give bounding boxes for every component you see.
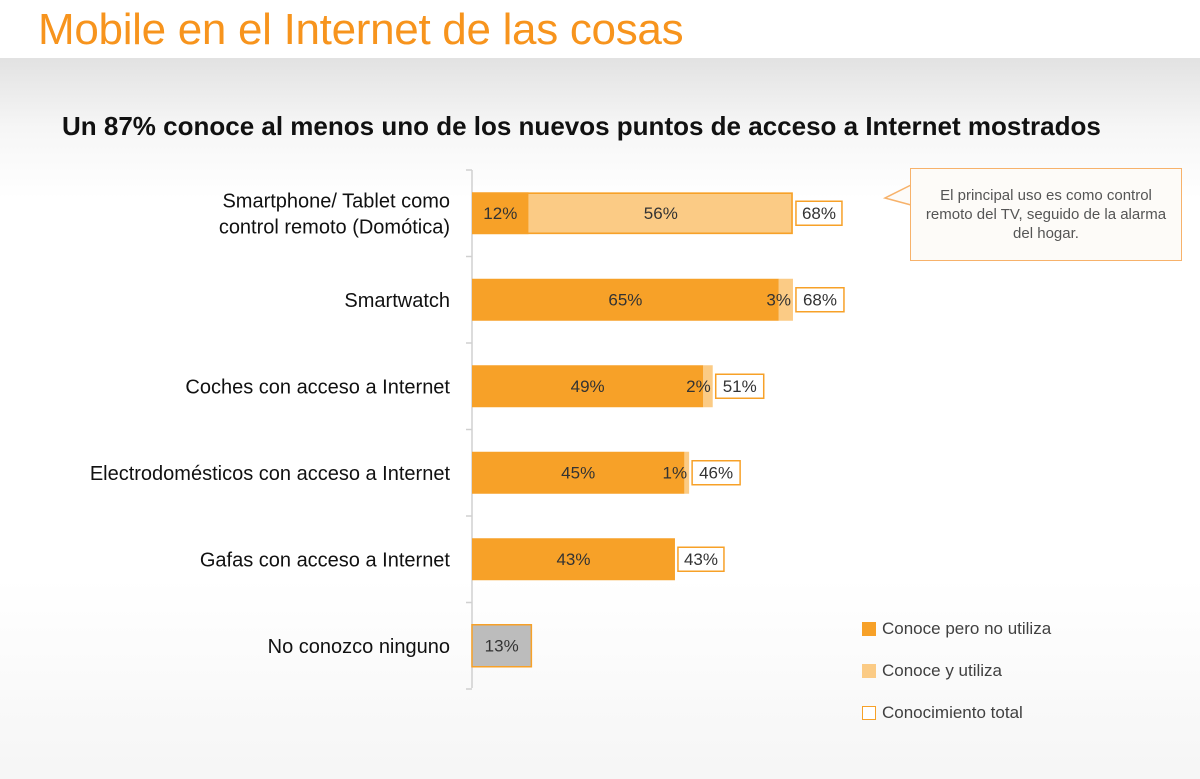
- bar-value-label: 56%: [644, 204, 678, 223]
- total-value-label: 68%: [803, 290, 837, 309]
- total-value-label: 46%: [699, 463, 733, 482]
- total-value-label: 43%: [684, 550, 718, 569]
- chart-subtitle: Un 87% conoce al menos uno de los nuevos…: [62, 111, 1101, 141]
- bar-conoce-no-utiliza: [472, 278, 779, 321]
- callout-pointer: [882, 184, 912, 206]
- bar-conoce-no-utiliza: [472, 192, 529, 235]
- total-box: [677, 546, 725, 572]
- total-value-label: 51%: [723, 377, 757, 396]
- category-label: Smartwatch: [344, 290, 450, 312]
- bar-value-label: 12%: [483, 204, 517, 223]
- category-label: Gafas con acceso a Internet: [200, 549, 451, 571]
- legend-item-conocimiento-total: Conocimiento total: [862, 703, 1023, 723]
- total-box: [795, 200, 843, 226]
- total-value-label: 68%: [802, 204, 836, 223]
- page-title: Mobile en el Internet de las cosas: [38, 5, 684, 54]
- bar-value-label: 45%: [561, 463, 595, 482]
- bar-ninguno: [471, 624, 533, 668]
- bar-conoce-utiliza: [703, 365, 713, 408]
- category-label: Smartphone/ Tablet como control remoto (D…: [219, 190, 450, 238]
- bar-conoce-utiliza: [778, 278, 793, 321]
- legend-label: Conoce y utiliza: [882, 661, 1003, 680]
- legend-swatch-conoce-no-utiliza: [862, 622, 876, 636]
- bar-value-label: 2%: [686, 377, 711, 396]
- bar-value-label: 1%: [663, 463, 688, 482]
- legend-item-conoce-utiliza: Conoce y utiliza: [862, 661, 1002, 681]
- bar-value-label: 43%: [556, 550, 590, 569]
- callout-text: El principal uso es como control remoto …: [925, 187, 1167, 242]
- bar-value-label: 65%: [608, 290, 642, 309]
- total-box: [691, 460, 741, 486]
- category-label: No conozco ninguno: [268, 636, 450, 658]
- bar-conoce-utiliza: [528, 192, 793, 235]
- total-box: [714, 373, 765, 399]
- bar-conoce-no-utiliza: [472, 538, 675, 581]
- bar-conoce-utiliza: [684, 451, 690, 494]
- category-label: Electrodomésticos con acceso a Internet: [90, 463, 451, 485]
- callout-box: El principal uso es como control remoto …: [910, 168, 1182, 261]
- category-label: Coches con acceso a Internet: [185, 376, 450, 398]
- legend-label: Conoce pero no utiliza: [882, 619, 1052, 638]
- bar-value-label: 3%: [766, 290, 791, 309]
- legend-swatch-conoce-utiliza: [862, 664, 876, 678]
- bar-outline: [472, 192, 793, 234]
- bar-value-label: 49%: [571, 377, 605, 396]
- total-box: [795, 287, 845, 313]
- bar-conoce-no-utiliza: [472, 365, 704, 408]
- legend-item-conoce-no-utiliza: Conoce pero no utiliza: [862, 619, 1051, 639]
- legend-label: Conocimiento total: [882, 703, 1023, 722]
- bar-conoce-no-utiliza: [472, 451, 685, 494]
- bar-value-label: 13%: [485, 636, 519, 655]
- legend-swatch-conocimiento-total: [862, 706, 876, 720]
